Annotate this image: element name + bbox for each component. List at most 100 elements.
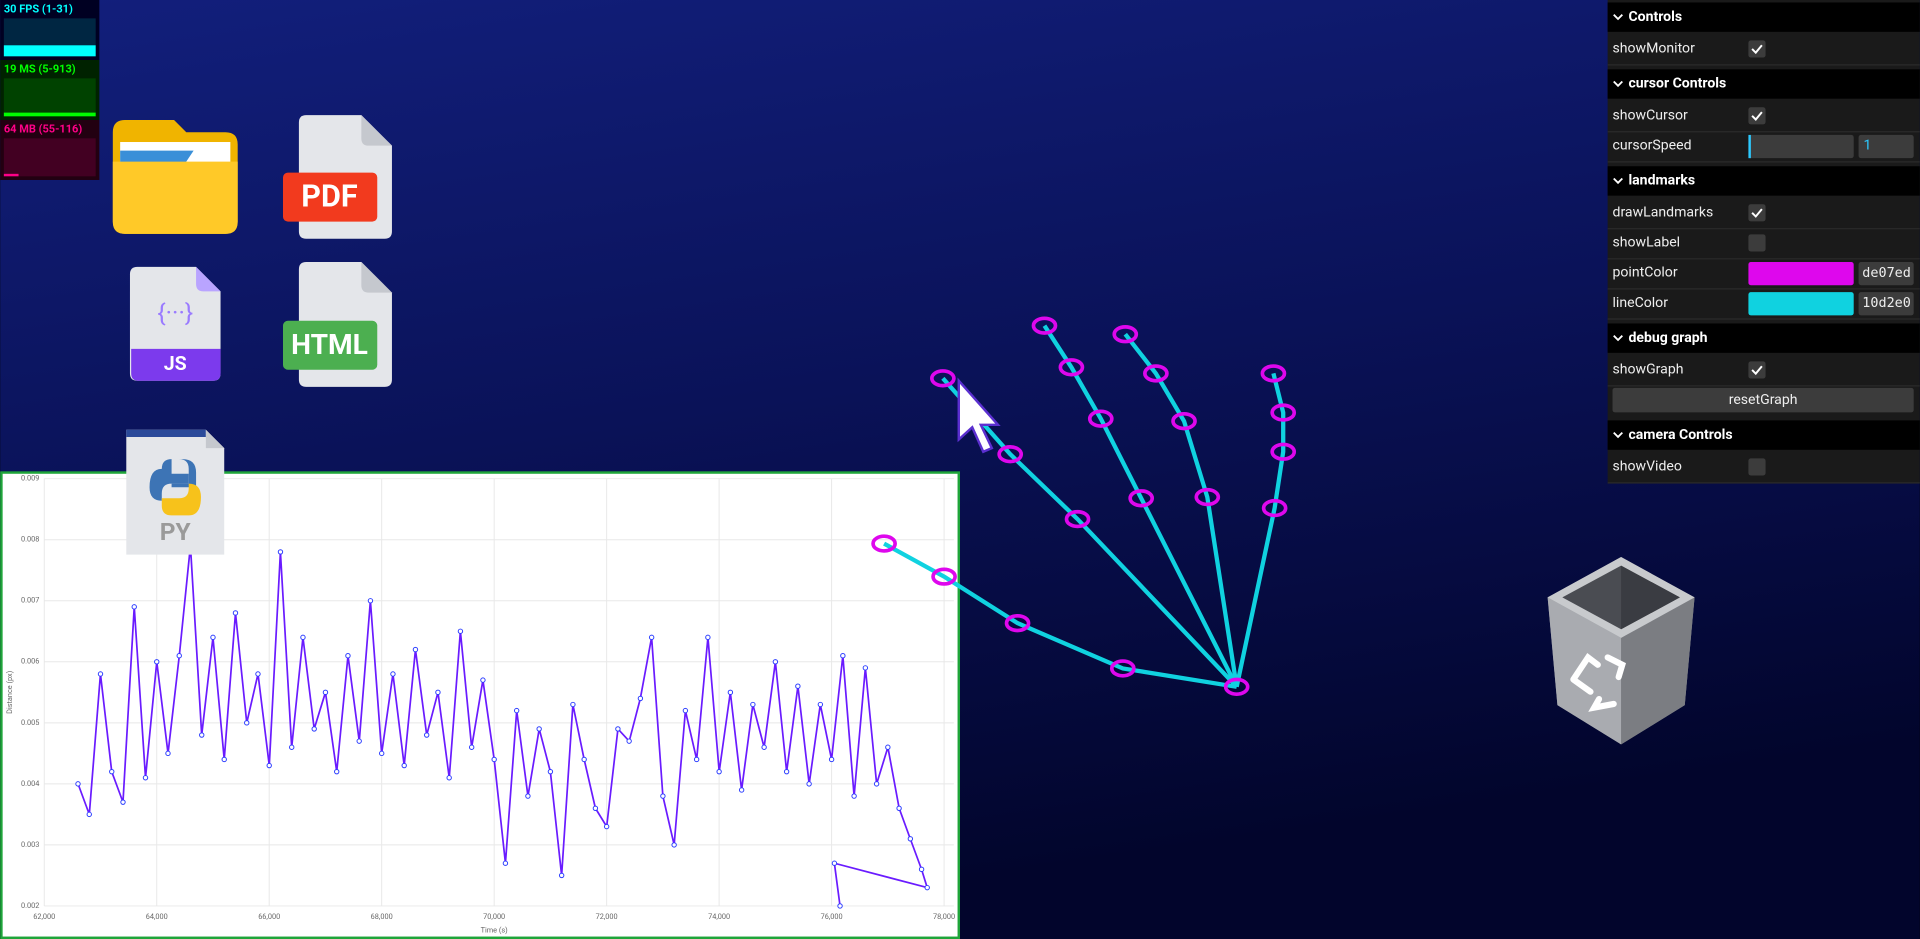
data-point bbox=[120, 799, 126, 805]
data-point bbox=[806, 781, 812, 787]
checkbox[interactable] bbox=[1748, 204, 1766, 222]
data-point bbox=[716, 768, 722, 775]
x-tick-label: 64,000 bbox=[146, 912, 168, 921]
data-point bbox=[693, 756, 700, 763]
data-point bbox=[423, 732, 430, 738]
folder-icon[interactable] bbox=[112, 119, 238, 234]
data-point bbox=[502, 860, 509, 866]
y-tick-label: 0.005 bbox=[21, 718, 39, 727]
slider[interactable] bbox=[1748, 134, 1854, 159]
data-point bbox=[232, 610, 239, 616]
data-point bbox=[289, 744, 295, 750]
hex-value: de07ed bbox=[1862, 266, 1911, 281]
data-point bbox=[862, 665, 869, 671]
landmark-point bbox=[1058, 358, 1085, 377]
folder-header bbox=[1607, 69, 1920, 99]
checkbox[interactable] bbox=[1748, 361, 1766, 379]
monitor-bg bbox=[0, 59, 100, 120]
x-tick-label: 70,000 bbox=[483, 912, 505, 921]
x-tick-label: 62,000 bbox=[33, 912, 55, 921]
data-point bbox=[131, 604, 137, 610]
row-label: pointColor bbox=[1613, 265, 1678, 281]
number-box[interactable] bbox=[1858, 134, 1914, 159]
hand-bone bbox=[1042, 324, 1239, 688]
folder-title[interactable]: landmarks bbox=[1628, 173, 1695, 189]
data-point bbox=[536, 726, 542, 732]
checkbox[interactable] bbox=[1748, 458, 1766, 476]
landmark-point bbox=[1031, 316, 1058, 335]
data-point bbox=[75, 781, 81, 787]
landmark-point bbox=[1112, 325, 1139, 344]
data-point bbox=[525, 793, 531, 799]
hex-box[interactable] bbox=[1858, 261, 1914, 286]
recycle-bin[interactable] bbox=[1547, 557, 1695, 745]
landmark-point bbox=[1223, 677, 1250, 696]
checkbox[interactable] bbox=[1748, 107, 1766, 125]
folder-title[interactable]: Controls bbox=[1628, 9, 1682, 25]
html-icon[interactable]: HTML bbox=[282, 261, 392, 387]
data-point bbox=[379, 750, 385, 757]
data-point bbox=[592, 805, 599, 811]
hand-bone bbox=[1123, 332, 1239, 688]
data-point bbox=[367, 598, 374, 604]
data-point bbox=[783, 768, 790, 775]
folder-title[interactable]: cursor Controls bbox=[1628, 76, 1726, 92]
color-swatch[interactable] bbox=[1748, 292, 1854, 316]
data-point bbox=[828, 756, 835, 763]
py-icon[interactable]: PY bbox=[126, 429, 225, 555]
data-point bbox=[176, 652, 182, 659]
data-point bbox=[772, 659, 779, 665]
chevron bbox=[1613, 432, 1623, 439]
y-tick-label: 0.004 bbox=[21, 779, 39, 788]
data-point bbox=[918, 866, 925, 873]
data-point bbox=[491, 756, 497, 763]
monitor-graph bbox=[3, 138, 96, 177]
data-point bbox=[851, 793, 857, 799]
monitor-bg bbox=[0, 119, 100, 180]
row-label: showVideo bbox=[1613, 459, 1682, 475]
data-point bbox=[795, 683, 801, 689]
x-tick-label: 78,000 bbox=[933, 912, 955, 921]
button-label[interactable]: resetGraph bbox=[1729, 392, 1798, 408]
data-point bbox=[603, 823, 610, 830]
landmark-point bbox=[1087, 409, 1114, 428]
chevron bbox=[1613, 177, 1623, 185]
data-point bbox=[221, 756, 227, 763]
data-point bbox=[435, 689, 441, 696]
js-icon[interactable]: {···} JS bbox=[129, 266, 221, 381]
folder-title[interactable]: debug graph bbox=[1628, 330, 1707, 346]
checkbox[interactable] bbox=[1748, 40, 1766, 58]
button[interactable] bbox=[1612, 387, 1914, 413]
data-point bbox=[300, 634, 306, 641]
chevron bbox=[1613, 80, 1623, 88]
data-point bbox=[924, 884, 930, 891]
data-point bbox=[412, 646, 419, 653]
number-value: 1 bbox=[1863, 138, 1871, 154]
data-point bbox=[356, 738, 362, 744]
data-point bbox=[86, 811, 92, 818]
row-label: showGraph bbox=[1613, 362, 1684, 378]
data-point bbox=[750, 701, 756, 708]
checkbox[interactable] bbox=[1748, 234, 1766, 252]
landmark-point bbox=[1194, 487, 1221, 507]
monitor-bar bbox=[3, 173, 19, 177]
row-label: showLabel bbox=[1613, 235, 1681, 251]
data-point bbox=[660, 793, 666, 799]
color-swatch[interactable] bbox=[1748, 261, 1854, 286]
data-point bbox=[513, 707, 520, 714]
folder-title[interactable]: camera Controls bbox=[1628, 427, 1732, 443]
data-point bbox=[873, 781, 880, 787]
hex-box[interactable] bbox=[1858, 292, 1914, 316]
checkmark bbox=[1751, 208, 1763, 218]
landmark-point bbox=[1004, 613, 1031, 633]
data-point bbox=[266, 762, 272, 769]
data-point bbox=[468, 744, 475, 750]
data-point bbox=[97, 671, 104, 677]
pdf-icon[interactable]: PDF bbox=[282, 115, 392, 239]
landmark-point bbox=[1109, 659, 1136, 678]
monitor-bar bbox=[3, 45, 96, 57]
checkmark bbox=[1751, 44, 1763, 55]
row-label: showCursor bbox=[1613, 108, 1689, 124]
row-label: lineColor bbox=[1613, 295, 1669, 311]
landmark-point bbox=[1270, 403, 1297, 422]
